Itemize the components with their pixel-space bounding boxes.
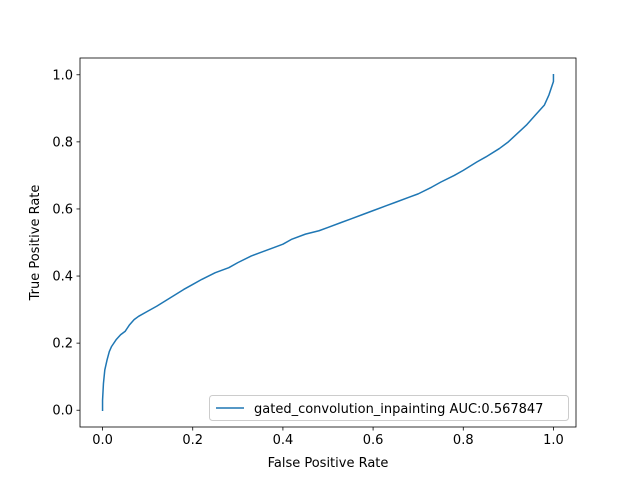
y-tick-label: 0.4 xyxy=(52,270,73,285)
y-tick-label: 0.0 xyxy=(52,404,73,419)
x-tick-label: 1.0 xyxy=(543,433,564,448)
y-tick-label: 0.2 xyxy=(52,337,73,352)
legend-label: gated_convolution_inpainting AUC:0.56784… xyxy=(254,402,543,417)
y-tick-label: 0.6 xyxy=(52,202,73,217)
y-tick-label: 1.0 xyxy=(52,68,73,83)
y-axis-label: True Positive Rate xyxy=(28,185,43,302)
x-tick-label: 0.6 xyxy=(363,433,384,448)
roc-curve-series xyxy=(101,74,555,411)
x-axis-label: False Positive Rate xyxy=(268,456,389,471)
x-tick-label: 0.4 xyxy=(273,433,294,448)
legend-box xyxy=(209,395,569,421)
axes-frame xyxy=(79,57,577,428)
x-tick-label: 0.0 xyxy=(92,433,113,448)
y-tick-label: 0.8 xyxy=(52,135,73,150)
x-tick-label: 0.8 xyxy=(453,433,474,448)
x-tick-label: 0.2 xyxy=(182,433,203,448)
plot-area: 0.0 0.2 0.4 0.6 0.8 1.0 0.0 0.2 0.4 0.6 0.8 1.0 Fals… xyxy=(28,57,577,471)
